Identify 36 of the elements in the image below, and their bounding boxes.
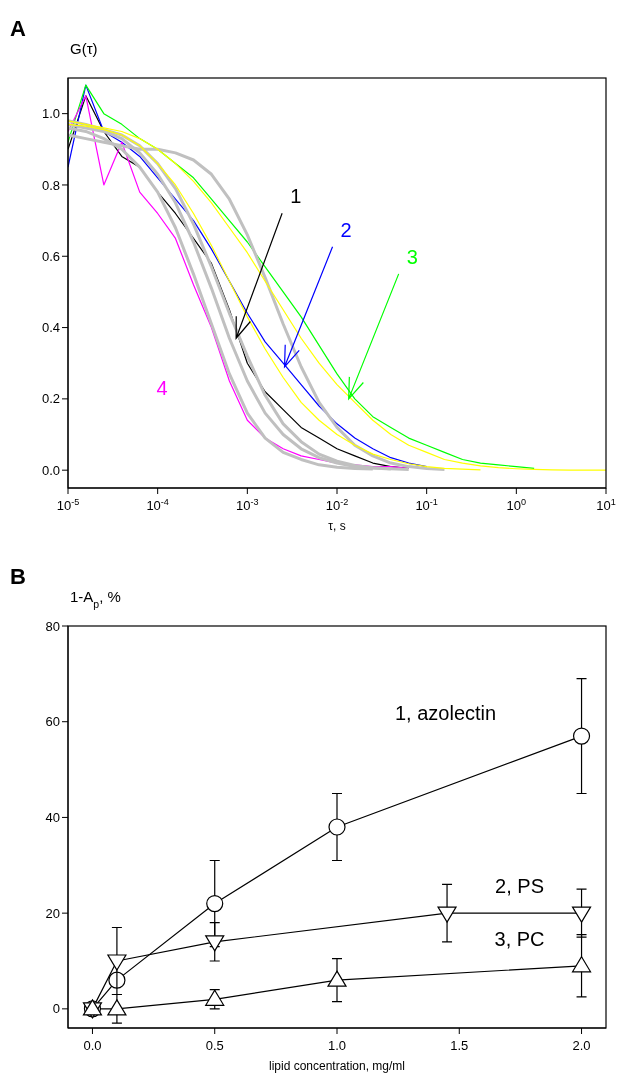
annotation: 2 — [340, 218, 352, 241]
y-tick-label: 0.8 — [41, 177, 60, 193]
y-tick-label: 60 — [45, 714, 60, 730]
annotation: 3 — [406, 245, 418, 268]
x-tick-label: 10$^{-2}$ — [325, 497, 349, 513]
x-tick-label: 10$^{1}$ — [596, 497, 616, 513]
y-tick-label: 0.2 — [41, 391, 60, 407]
x-tick-label: 10$^{-5}$ — [56, 497, 80, 513]
x-tick-label: 10$^{-4}$ — [146, 497, 169, 513]
x-tick-label: 1.0 — [327, 1038, 347, 1053]
annotation: 4 — [156, 376, 168, 399]
chart-title: A — [10, 16, 26, 41]
text: 1, azolectin — [394, 702, 497, 725]
x-tick-label: 10$^{0}$ — [506, 497, 527, 513]
y-tick-label: 20 — [45, 905, 60, 921]
x-tick-label: 0.0 — [83, 1038, 102, 1053]
series-label: 3, PC — [494, 927, 545, 950]
x-tick-label: 2.0 — [572, 1038, 591, 1053]
y-axis-title: 1-A$_{p}$, % — [70, 588, 121, 610]
x-tick-label: 10$^{-3}$ — [236, 497, 259, 513]
x-tick-label: 1.5 — [450, 1038, 469, 1053]
y-tick-label: 40 — [45, 810, 60, 826]
y-tick-label: 0.0 — [41, 462, 60, 478]
y-axis-title: G(τ) — [70, 40, 98, 57]
x-tick-label: 10$^{-1}$ — [415, 497, 438, 513]
x-tick-label: 0.5 — [205, 1038, 224, 1053]
annotation: 1 — [290, 185, 302, 208]
series-label: 2, PS — [495, 875, 545, 898]
y-tick-label: 1.0 — [41, 106, 60, 122]
y-tick-label: 0 — [52, 1001, 60, 1017]
chart-title: B — [10, 564, 26, 589]
y-tick-label: 80 — [45, 618, 60, 634]
y-tick-label: 0.4 — [41, 320, 60, 336]
y-tick-label: 0.6 — [41, 248, 60, 264]
x-axis-title: τ, s — [328, 519, 346, 533]
x-axis-title: lipid concentration, mg/ml — [268, 1059, 406, 1073]
